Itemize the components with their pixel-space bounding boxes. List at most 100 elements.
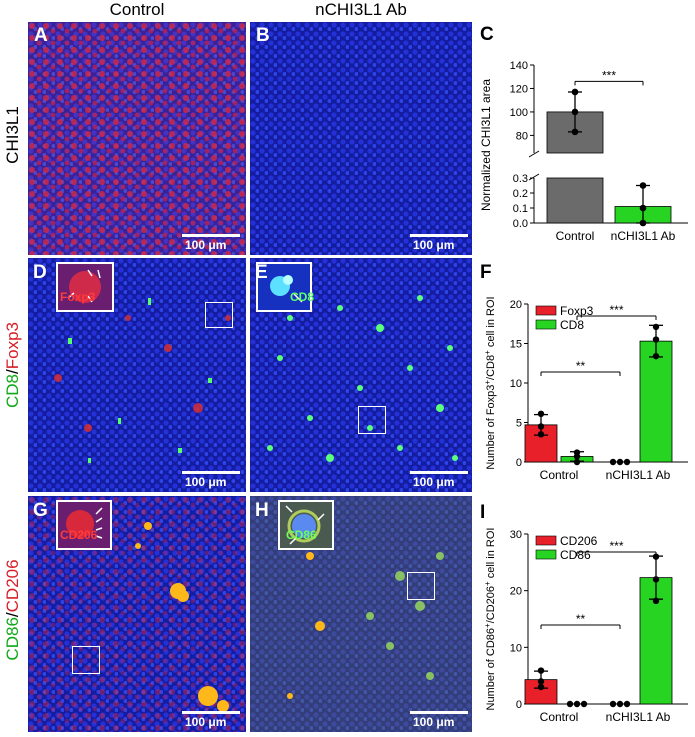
row-label-chi3l1-text: CHI3L1: [3, 106, 22, 164]
scale-label-h: 100 μm: [413, 715, 455, 729]
chart-i-point-0-0-1: [537, 678, 545, 685]
chart-c-ytick-label-upper: 120: [510, 83, 528, 95]
roi-box-d: [205, 302, 233, 328]
chart-f-legend-swatch-0: [535, 305, 557, 316]
chart-c-point-1-2: [639, 182, 647, 189]
micrograph-panel-a: A 100 μm: [28, 22, 246, 255]
chart-f-xtick-label-0: Control: [540, 468, 579, 482]
chart-i-legend-label-1: CD86: [560, 548, 591, 562]
chart-i-legend-swatch-1: [535, 549, 557, 560]
inset-g: [56, 500, 112, 550]
chart-c-point-1-0: [639, 219, 647, 227]
inset-e-image: [270, 275, 303, 303]
row-label-cd8: CD8: [3, 373, 22, 408]
chart-f-point-0-1-0: [573, 458, 581, 466]
row-label-cd86: CD86: [3, 617, 22, 661]
chart-c-sig-significance-label: ***: [602, 68, 616, 82]
chart-f-ylabel: Number of Foxp3+/CD8+ cell in ROI: [483, 296, 498, 469]
roi-box-e: [358, 406, 386, 434]
chart-c-break-mark-1: [528, 150, 540, 158]
micrograph-panel-d: Foxp3 D 100 μm: [28, 258, 246, 492]
chart-i-legend-label-0: CD206: [560, 534, 598, 548]
chart-i-point-1-1-1: [652, 576, 660, 583]
chart-f-ylabel-part: Number of Foxp3: [485, 385, 497, 470]
scale-bar-a: [182, 234, 240, 237]
inset-d-image: [67, 269, 101, 303]
chart-i-sig-1-significance-label: ***: [609, 539, 623, 553]
scale-label-g: 100 μm: [185, 715, 227, 729]
chart-f-sig-1-significance-label: ***: [609, 303, 623, 317]
chart-i-ytick-label: 0: [516, 699, 522, 711]
row-label-foxp3: Foxp3: [3, 322, 22, 370]
chart-f-ytick-label: 5: [516, 418, 522, 430]
roi-box-g: [72, 646, 100, 674]
micrograph-panel-e: CD8 E 100 μm: [250, 258, 472, 492]
inset-d: [56, 262, 114, 312]
chart-c-point-0-1: [571, 108, 579, 116]
chart-c-ytick-label-lower: 0.1: [513, 203, 528, 215]
panel-letter-i: I: [480, 502, 486, 523]
micrograph-a-image: [28, 22, 246, 255]
scale-label-e: 100 μm: [413, 475, 455, 489]
row-label-chi3l1: CHI3L1: [3, 100, 23, 170]
chart-c-ytick-label-upper: 100: [510, 107, 528, 119]
chart-f-bar-1-1: [639, 340, 673, 463]
chart-i-point-0-0-0: [537, 683, 545, 691]
chart-i-xtick-label-0: Control: [540, 710, 579, 724]
chart-c: 80 100 120 140 0.0 0.1 0.2 0.3 Normalized CHI3L1…: [479, 60, 688, 243]
chart-f-point-0-0-0: [537, 431, 545, 438]
chart-c-point-0-0: [571, 128, 579, 136]
chart-f-ylabel-part: /CD8: [485, 355, 497, 380]
chart-c-ytick-label-lower: 0.2: [513, 188, 528, 200]
chart-f-sig-0-significance-label: **: [576, 359, 586, 373]
scale-bar-e: [410, 471, 468, 474]
row-label-cd86-cd206: CD86/CD206: [3, 550, 23, 670]
chart-f-legend-swatch-1: [535, 319, 557, 330]
chart-i-ylabel-part: +: [483, 623, 492, 628]
chart-i-xtick-label-1: nCHI3L1 Ab: [606, 710, 671, 724]
chart-i-ytick-label: 20: [510, 586, 522, 598]
chart-c-ylabel: Normalized CHI3L1 area: [479, 79, 493, 211]
inset-label-cd8: CD8: [290, 290, 315, 304]
chart-i-ylabel-part: Number of CD86: [485, 628, 497, 711]
scale-label-b: 100 μm: [413, 238, 455, 252]
chart-f-ylabel-part: +: [483, 380, 492, 385]
chart-c-ytick-label-upper: 140: [510, 60, 528, 72]
chart-i-point-0-1-2: [580, 700, 588, 708]
chart-f-legend-label-0: Foxp3: [560, 304, 594, 318]
chart-i-ylabel-part: +: [483, 581, 492, 586]
column-title-control: Control: [109, 0, 165, 19]
inset-label-foxp3: Foxp3: [60, 290, 96, 304]
chart-f-point-1-0-1: [616, 458, 624, 466]
chart-c-break-mark-2: [528, 173, 540, 181]
chart-c-xtick-label-1: nCHI3L1 Ab: [611, 229, 676, 243]
panel-letter-c: C: [480, 24, 494, 45]
chart-i-point-0-0-2: [537, 667, 545, 674]
inset-h-image: [285, 505, 325, 545]
chart-f-point-1-0-2: [623, 458, 631, 466]
micrograph-panel-h: CD86 H 100 μm: [250, 496, 472, 732]
chart-i-ytick-label: 30: [510, 529, 522, 541]
panel-letter-e: E: [255, 262, 268, 283]
row-label-sep2: /: [3, 612, 22, 618]
chart-i-sig-0-significance-label: **: [576, 612, 586, 626]
panel-letter-b: B: [256, 25, 270, 46]
inset-e: [256, 262, 312, 312]
chart-i-legend-swatch-0: [535, 535, 557, 546]
chart-i-point-1-0-1: [616, 700, 624, 708]
scale-label-a: 100 μm: [185, 238, 227, 252]
scale-bar-h: [410, 711, 468, 714]
chart-f-ytick-label: 20: [510, 299, 522, 311]
chart-i-point-1-1-0: [652, 597, 660, 605]
inset-h: [278, 500, 334, 550]
chart-f-point-0-0-1: [537, 423, 545, 430]
panel-letter-h: H: [255, 500, 269, 521]
chart-i-point-1-1-2: [652, 553, 660, 560]
panel-letter-f: F: [480, 262, 492, 283]
chart-c-ytick-label-lower: 0.0: [513, 218, 528, 230]
inset-label-cd86: CD86: [286, 528, 317, 542]
row-label-cd206: CD206: [3, 559, 22, 613]
row-label-sep: /: [3, 369, 22, 374]
